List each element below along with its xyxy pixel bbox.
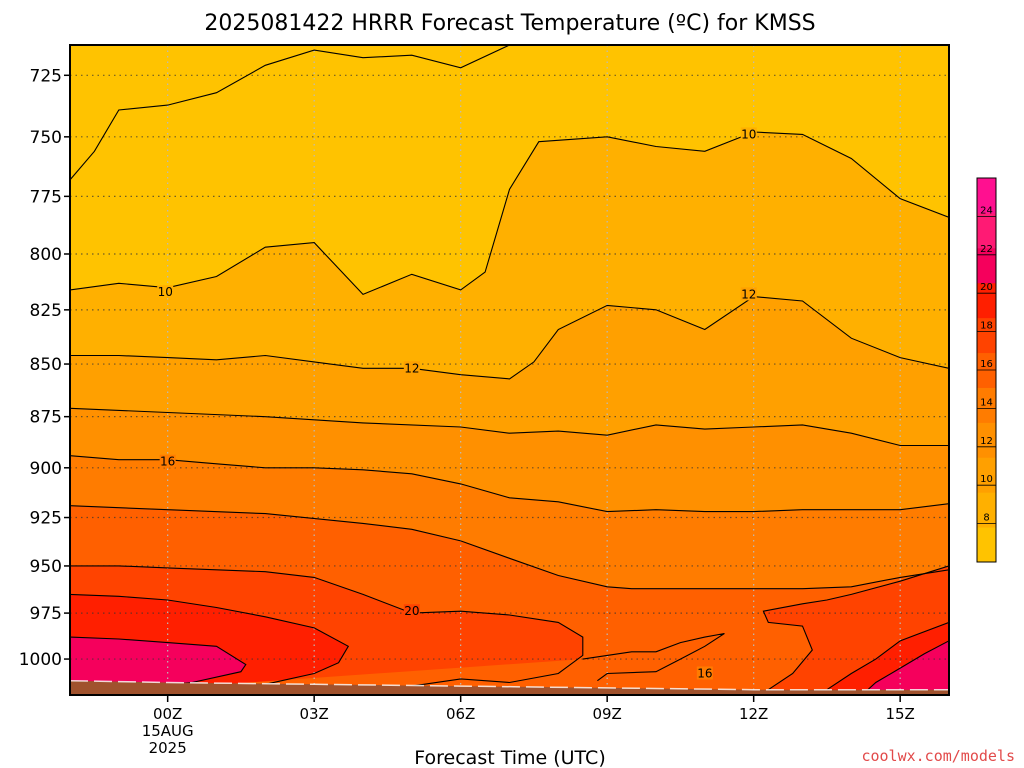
- y-tick-label-900: 900: [30, 459, 62, 479]
- colorbar-label-20: 20: [980, 282, 993, 293]
- x-tick-label-12Z-0: 12Z: [739, 705, 768, 723]
- isotherm-22c-7: [70, 593, 350, 689]
- x-tick-label-00Z-2: 2025: [149, 739, 187, 757]
- x-tick-label-06Z-0: 06Z: [446, 705, 475, 723]
- contour-label-bg-0: [157, 285, 174, 299]
- y-tick-label-800: 800: [30, 245, 62, 265]
- isotherm-20c-6: [70, 565, 584, 694]
- contour-label-bg-1: [740, 127, 757, 141]
- band-above-24c-12: [866, 640, 949, 695]
- colorbar-band-26: [977, 178, 996, 214]
- colorbar-band-18: [977, 317, 996, 354]
- isotherm-24c-12: [865, 640, 949, 692]
- isotherm-16c-4: [70, 455, 949, 513]
- contour-label-bg-5: [403, 604, 420, 618]
- isotherm-lines: [70, 45, 949, 694]
- colorbar-band-8: [977, 492, 996, 528]
- y-tick-label-875: 875: [30, 408, 62, 428]
- chart-title: 2025081422 HRRR Forecast Temperature (ºC…: [204, 11, 815, 36]
- contour-label-bg-3: [740, 287, 757, 301]
- colorbar-label-10: 10: [980, 474, 993, 485]
- colorbar-band-24: [977, 212, 996, 249]
- colorbar-band-12: [977, 422, 996, 458]
- isotherm-20c-10: [762, 565, 949, 691]
- contour-label-bg-2: [403, 361, 420, 375]
- ground-surface: [70, 679, 949, 695]
- x-tick-label-00Z-0: 00Z: [153, 705, 182, 723]
- contour-labels: 10 10 12 12 16 20 16: [157, 127, 757, 681]
- colorbar-label-14: 14: [980, 397, 993, 408]
- plot-frame: [69, 44, 950, 696]
- y-tick-label-1000: 1000: [19, 650, 62, 670]
- isotherm-8c-0: [70, 45, 510, 181]
- contour-label-bg-6: [696, 666, 713, 680]
- y-tick-label-725: 725: [30, 66, 62, 86]
- colorbar-label-12: 12: [980, 436, 993, 447]
- y-tick-label-925: 925: [30, 509, 62, 529]
- contour-label-12-3: 12: [741, 287, 756, 301]
- colorbar-band-20: [977, 282, 996, 319]
- colorbar-label-8: 8: [983, 513, 989, 524]
- surface-line: [70, 679, 949, 691]
- x-tick-label-15Z-0: 15Z: [885, 705, 914, 723]
- colorbar-label-24: 24: [980, 205, 993, 216]
- y-tick-label-950: 950: [30, 557, 62, 577]
- colorbar-label-22: 22: [980, 244, 993, 255]
- band-above-18c-9: [70, 633, 725, 695]
- y-tick-label-750: 750: [30, 128, 62, 148]
- isotherm-10c-1: [70, 131, 949, 296]
- isotherm-22c-11: [826, 621, 949, 691]
- credit-text: coolwx.com/models: [861, 747, 1015, 765]
- contour-label-16-4: 16: [160, 455, 175, 469]
- contour-label-10-0: 10: [158, 285, 173, 299]
- colorbar-band-10: [977, 457, 996, 493]
- grid-lines: [70, 45, 949, 695]
- temperature-field: [70, 45, 949, 695]
- colorbar-label-16: 16: [980, 359, 993, 370]
- isotherm-18c-5: [70, 505, 949, 590]
- y-tick-label-850: 850: [30, 355, 62, 375]
- contour-label-10-1: 10: [741, 127, 756, 141]
- isotherm-12c-2: [70, 296, 949, 380]
- y-tick-label-775: 775: [30, 187, 62, 207]
- colorbar: 8 10 12 14 16 18 20 22 24: [976, 177, 997, 563]
- y-tick-label-825: 825: [30, 301, 62, 321]
- isotherm-18c-9: [582, 632, 725, 682]
- contour-label-bg-4: [159, 454, 176, 468]
- isotherm-24c-8: [70, 636, 247, 687]
- colorbar-label-18: 18: [980, 321, 993, 332]
- x-tick-label-09Z-0: 09Z: [592, 705, 621, 723]
- contour-label-12-2: 12: [404, 361, 419, 375]
- colorbar-band-6: [977, 527, 996, 563]
- contour-label-16-6: 16: [697, 667, 712, 681]
- x-tick-label-00Z-1: 15AUG: [142, 722, 194, 740]
- x-tick-label-03Z-0: 03Z: [299, 705, 328, 723]
- band-above-24c-8: [70, 637, 246, 695]
- colorbar-band-22: [977, 247, 996, 284]
- y-axis: 725 750 775 800 825 850 875 900 925 950 975 1000: [19, 66, 70, 670]
- y-tick-label-975: 975: [30, 604, 62, 624]
- x-axis-label: Forecast Time (UTC): [414, 747, 605, 768]
- isotherm-14c-3: [70, 407, 949, 447]
- contour-label-20-5: 20: [404, 604, 419, 618]
- colorbar-band-14: [977, 387, 996, 423]
